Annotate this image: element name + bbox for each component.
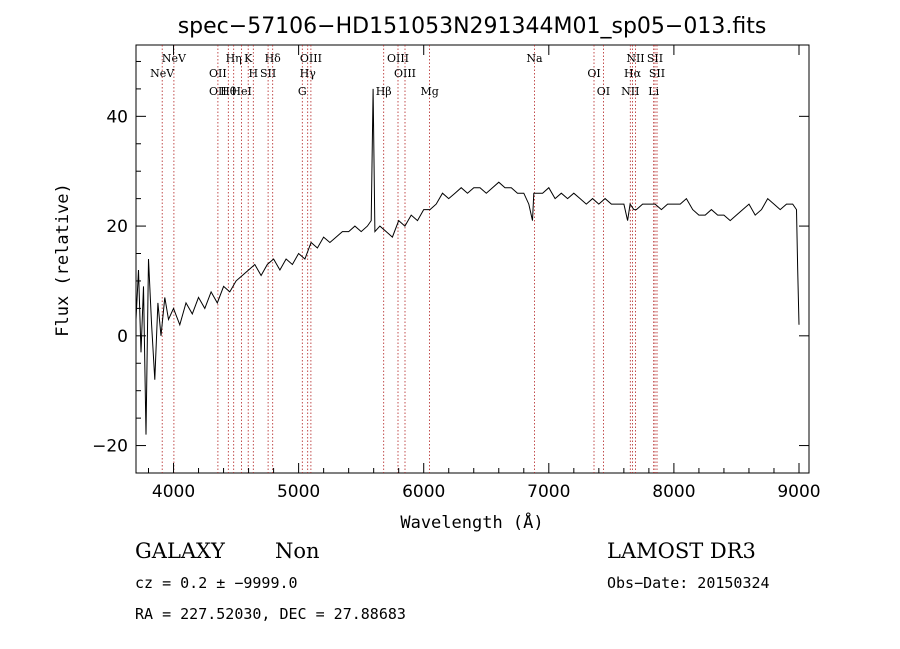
chart-title: spec−57106−HD151053N291344M01_sp05−013.f… [178, 14, 767, 39]
spectral-line-label: Hθ [220, 85, 237, 98]
spectral-line-label: OIII [387, 52, 409, 65]
x-tick-label: 8000 [652, 482, 695, 502]
spectral-line-label: Hδ [265, 52, 282, 65]
spectral-line-label: OII [209, 67, 227, 80]
y-tick-label: 40 [106, 107, 128, 127]
y-tick-label: −20 [92, 437, 128, 457]
observation-date: Obs−Date: 20150324 [607, 574, 770, 592]
spectral-line-markers [161, 45, 658, 473]
spectral-line-label: SII [260, 67, 276, 80]
spectral-line-label: H [249, 67, 259, 80]
spectral-line-label: NeV [162, 52, 187, 65]
spectral-line-label: OIII [394, 67, 416, 80]
spectral-line-label: OIII [300, 52, 322, 65]
survey-name: LAMOST DR3 [607, 539, 756, 563]
y-tick-label: 20 [106, 217, 128, 237]
x-tick-label: 7000 [527, 482, 570, 502]
spectral-line-label: Hγ [300, 67, 317, 80]
x-tick-label: 4000 [152, 482, 195, 502]
spectral-line-label: Hα [624, 67, 642, 80]
spectral-line-label: NII [621, 85, 639, 98]
spectral-line-label: HeI [231, 85, 251, 98]
y-tick-label: 0 [117, 327, 128, 347]
spectral-line-label: Hβ [376, 85, 392, 98]
x-axis-label: Wavelength (Å) [400, 511, 543, 533]
spectral-line-label: K [244, 52, 253, 65]
spectrum-line [135, 88, 800, 435]
x-tick-label: 9000 [777, 482, 820, 502]
y-axis-ticks: −20 0 20 40 [92, 60, 809, 457]
y-axis-label: Flux (relative) [53, 183, 73, 337]
spectral-line-label: OII [209, 85, 227, 98]
spectral-line-label: SII [647, 52, 663, 65]
spectral-line-label: OI [587, 67, 600, 80]
spectral-line-label: G [298, 85, 307, 98]
spectral-line-label: NII [626, 52, 644, 65]
x-tick-label: 5000 [277, 482, 320, 502]
spectral-line-label: Na [526, 52, 543, 65]
spectral-line-label: SII [649, 67, 665, 80]
x-tick-label: 6000 [402, 482, 445, 502]
spectrum-series [135, 88, 800, 435]
spectral-line-labels: NeVNeVOIIHηHHθKOIIHeIHδSIIGOIIIHγHβOIIIO… [150, 52, 665, 98]
x-axis-ticks: 4000 5000 6000 7000 8000 9000 [148, 45, 821, 502]
spectral-line-label: NeV [150, 67, 175, 80]
spectral-line-label: Mg [420, 85, 438, 98]
spectral-line-label: Li [648, 85, 659, 98]
coordinates-text: RA = 227.52030, DEC = 27.88683 [135, 605, 406, 623]
object-subclass: Non [275, 539, 320, 563]
spectral-line-label: OI [597, 85, 610, 98]
spectral-line-label: Hη [226, 52, 242, 65]
object-class: GALAXY [135, 539, 226, 563]
plot-frame [135, 44, 810, 474]
redshift-text: cz = 0.2 ± −9999.0 [135, 574, 298, 592]
